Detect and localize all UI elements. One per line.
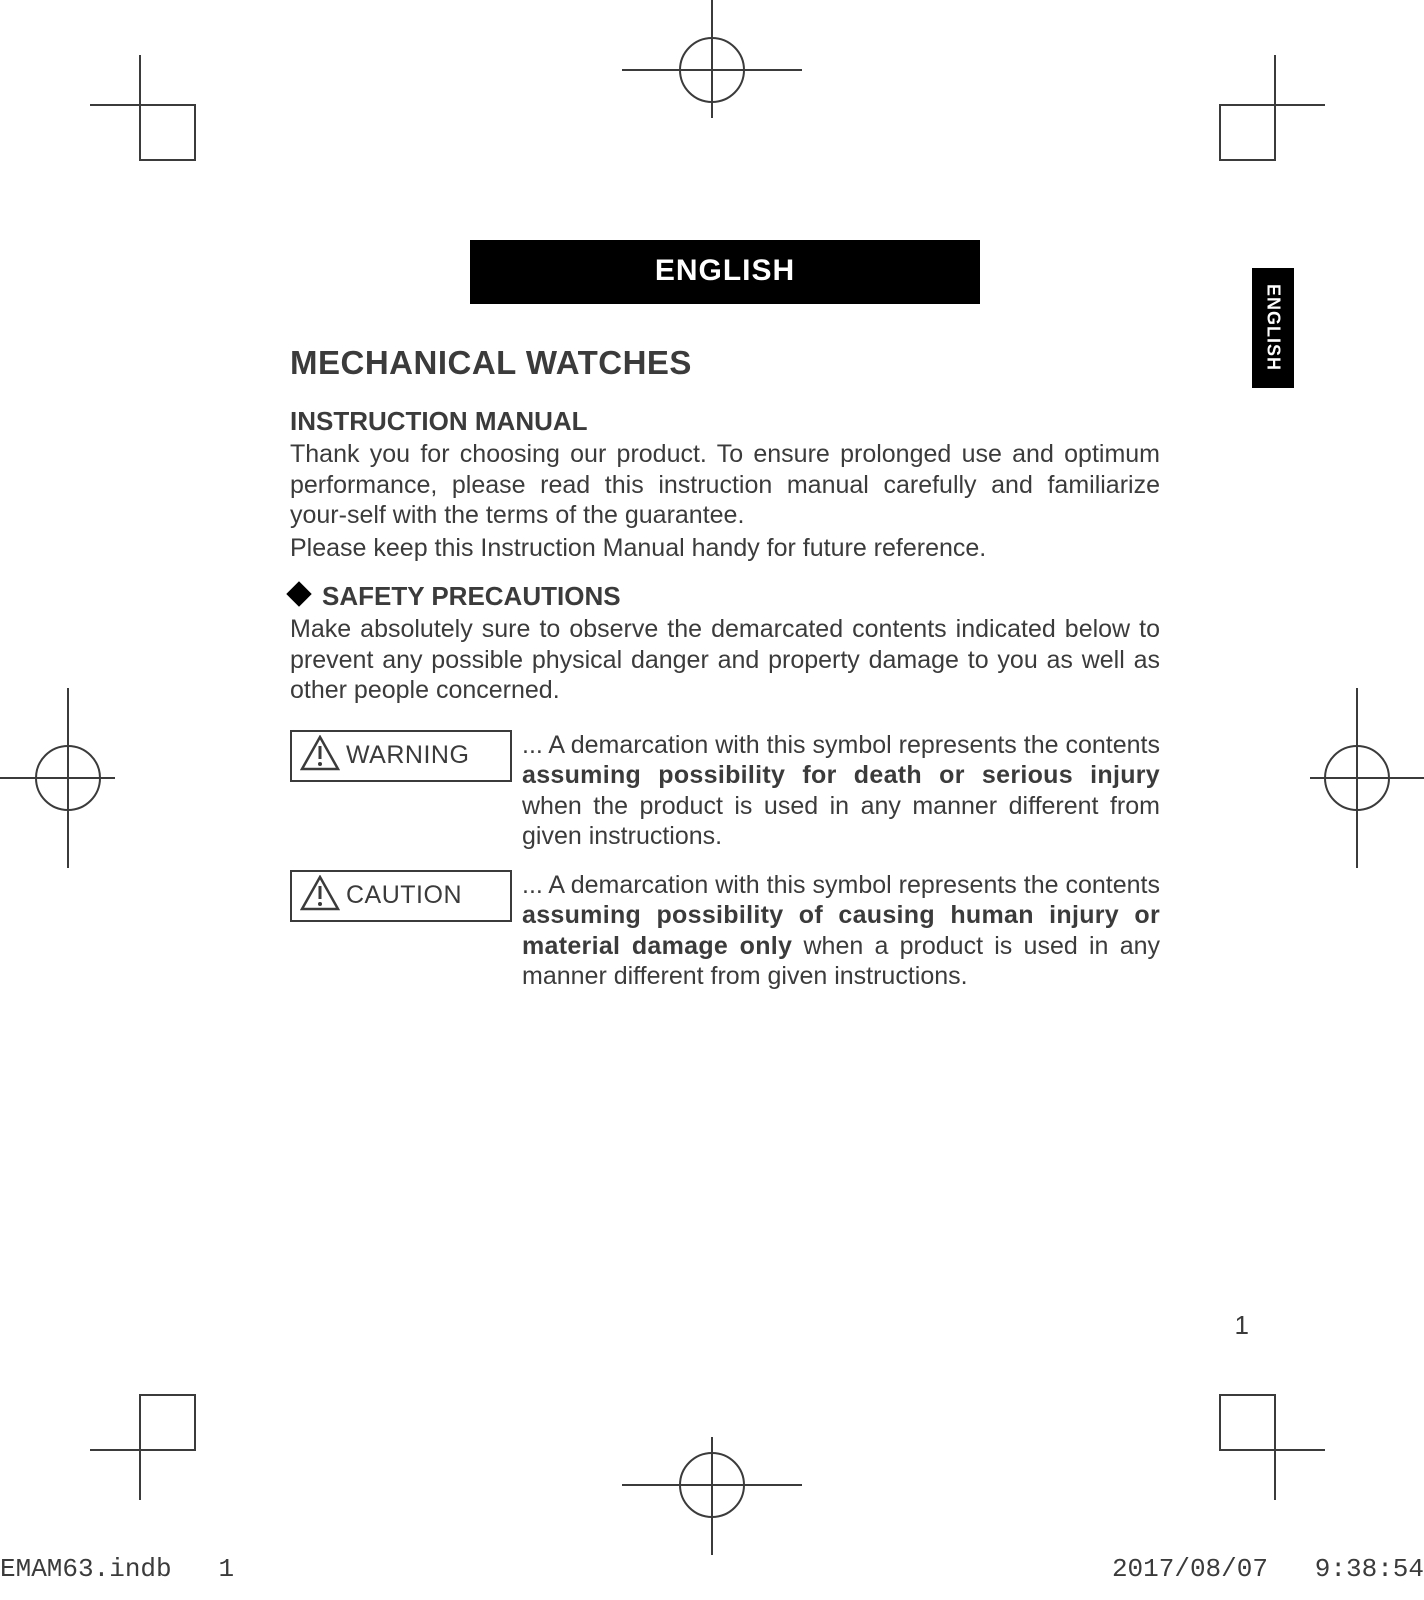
- footer-page: 1: [218, 1554, 234, 1584]
- warning-bold: assuming possibility for death or seriou…: [522, 761, 1160, 789]
- side-tab-label: ENGLISH: [1263, 284, 1284, 371]
- language-side-tab: ENGLISH: [1252, 268, 1294, 388]
- footer-time: 9:38:54: [1315, 1554, 1424, 1584]
- footer-date: 2017/08/07: [1112, 1554, 1268, 1584]
- caution-lead: ... A demarcation with this symbol repre…: [522, 871, 1160, 899]
- footer-filename: EMAM63.indb: [0, 1554, 172, 1584]
- caution-label: CAUTION: [346, 881, 462, 910]
- safety-heading: SAFETY PRECAUTIONS: [290, 581, 1160, 612]
- intro-paragraph-1: Thank you for choosing our product. To e…: [290, 439, 1160, 531]
- caution-row: CAUTION ... A demarcation with this symb…: [290, 870, 1160, 992]
- safety-heading-text: SAFETY PRECAUTIONS: [322, 581, 621, 611]
- warning-triangle-icon: [300, 735, 340, 776]
- warning-description: ... A demarcation with this symbol repre…: [522, 730, 1160, 852]
- registration-mark-bottom-left: [90, 1380, 210, 1500]
- warning-box: WARNING: [290, 730, 512, 782]
- intro-paragraph-2: Please keep this Instruction Manual hand…: [290, 533, 1160, 564]
- diamond-bullet-icon: [286, 581, 311, 606]
- registration-mark-mid-right: [1290, 688, 1424, 868]
- page: ENGLISH ENGLISH MECHANICAL WATCHES INSTR…: [0, 0, 1424, 1600]
- language-banner: ENGLISH: [470, 240, 980, 304]
- warning-label: WARNING: [346, 741, 469, 770]
- document-title: MECHANICAL WATCHES: [290, 344, 1160, 382]
- registration-mark-top-left: [90, 55, 210, 175]
- registration-mark-bottom-center: [622, 1435, 802, 1555]
- registration-mark-bottom-right: [1205, 1380, 1325, 1500]
- content-area: ENGLISH MECHANICAL WATCHES INSTRUCTION M…: [290, 240, 1160, 1010]
- warning-lead: ... A demarcation with this symbol repre…: [522, 731, 1160, 759]
- warning-tail: when the product is used in any manner d…: [522, 792, 1160, 851]
- registration-mark-top-right: [1205, 55, 1325, 175]
- warning-row: WARNING ... A demarcation with this symb…: [290, 730, 1160, 852]
- registration-mark-top-center: [622, 0, 802, 120]
- page-number: 1: [1235, 1310, 1249, 1341]
- safety-body-text: Make absolutely sure to observe the dema…: [290, 614, 1160, 706]
- footer-left: EMAM63.indb 1: [0, 1554, 234, 1584]
- caution-box: CAUTION: [290, 870, 512, 922]
- registration-mark-mid-left: [0, 688, 135, 868]
- caution-description: ... A demarcation with this symbol repre…: [522, 870, 1160, 992]
- footer-right: 2017/08/07 9:38:54: [1112, 1554, 1424, 1584]
- language-banner-text: ENGLISH: [655, 254, 795, 287]
- document-subtitle: INSTRUCTION MANUAL: [290, 406, 1160, 437]
- caution-triangle-icon: [300, 875, 340, 916]
